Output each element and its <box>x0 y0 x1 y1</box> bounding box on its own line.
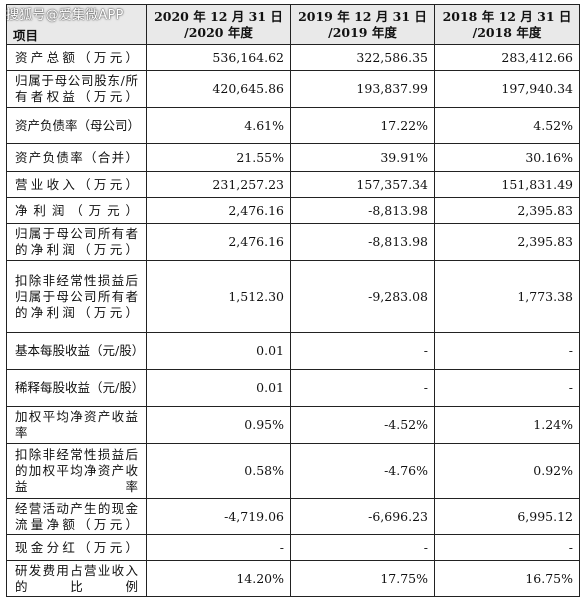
value-2020: 2,476.16 <box>146 223 291 261</box>
value-2018: 151,831.49 <box>434 171 580 198</box>
value-2019: - <box>290 369 435 407</box>
value-2019: 39.91% <box>290 143 435 172</box>
value-2019: -4.76% <box>290 443 435 499</box>
value-2019: 157,357.34 <box>290 171 435 198</box>
row-label: 扣除非经常性损益后归属于母公司所有者的净利润（万元） <box>6 260 147 333</box>
table-row: 经营活动产生的现金流量净额（万元） -4,719.06 -6,696.23 6,… <box>6 498 580 535</box>
table-row: 归属于母公司所有者的净利润（万元） 2,476.16 -8,813.98 2,3… <box>6 223 580 261</box>
header-2020: 2020 年 12 月 31 日 /2020 年度 <box>146 4 291 45</box>
row-label: 现金分红（万元） <box>6 534 147 561</box>
header-2018: 2018 年 12 月 31 日 /2018 年度 <box>434 4 580 45</box>
value-2020: 0.01 <box>146 369 291 407</box>
financial-table: 项目 2020 年 12 月 31 日 /2020 年度 2019 年 12 月… <box>6 4 580 597</box>
value-2018: 16.75% <box>434 560 580 597</box>
value-2019: 17.22% <box>290 107 435 144</box>
value-2018: 197,940.34 <box>434 70 580 108</box>
value-2018: 1,773.38 <box>434 260 580 333</box>
value-2018: 0.92% <box>434 443 580 499</box>
value-2020: 420,645.86 <box>146 70 291 108</box>
row-label: 净利润（万元） <box>6 197 147 224</box>
value-2020: 536,164.62 <box>146 44 291 71</box>
table-row: 营业收入（万元） 231,257.23 157,357.34 151,831.4… <box>6 171 580 198</box>
header-2019-line2: /2019 年度 <box>328 24 397 40</box>
table-row: 扣除非经常性损益后的加权平均净资产收益率 0.58% -4.76% 0.92% <box>6 443 580 499</box>
table-row: 归属于母公司股东/所有者权益（万元） 420,645.86 193,837.99… <box>6 70 580 108</box>
row-label: 归属于母公司所有者的净利润（万元） <box>6 223 147 261</box>
row-label: 资产负债率（合并） <box>6 143 147 172</box>
value-2018: 2,395.83 <box>434 223 580 261</box>
value-2018: - <box>434 369 580 407</box>
row-label: 归属于母公司股东/所有者权益（万元） <box>6 70 147 108</box>
row-label: 稀释每股收益（元/股） <box>6 369 147 407</box>
table-row: 资产总额（万元） 536,164.62 322,586.35 283,412.6… <box>6 44 580 71</box>
value-2020: 21.55% <box>146 143 291 172</box>
value-2019: 193,837.99 <box>290 70 435 108</box>
value-2018: - <box>434 332 580 370</box>
value-2018: - <box>434 534 580 561</box>
value-2020: 231,257.23 <box>146 171 291 198</box>
table-row: 现金分红（万元） - - - <box>6 534 580 561</box>
header-2018-line2: /2018 年度 <box>472 24 542 40</box>
header-2019-line1: 2019 年 12 月 31 日 <box>298 8 427 24</box>
value-2019: -6,696.23 <box>290 498 435 535</box>
table-row: 扣除非经常性损益后归属于母公司所有者的净利润（万元） 1,512.30 -9,2… <box>6 260 580 333</box>
row-label: 加权平均净资产收益率 <box>6 406 147 444</box>
header-2020-line2: /2020 年度 <box>184 24 253 40</box>
value-2019: - <box>290 534 435 561</box>
value-2020: 4.61% <box>146 107 291 144</box>
value-2019: - <box>290 332 435 370</box>
value-2020: 2,476.16 <box>146 197 291 224</box>
header-2020-line1: 2020 年 12 月 31 日 <box>154 8 283 24</box>
row-label: 经营活动产生的现金流量净额（万元） <box>6 498 147 535</box>
value-2020: 0.01 <box>146 332 291 370</box>
value-2018: 283,412.66 <box>434 44 580 71</box>
value-2018: 4.52% <box>434 107 580 144</box>
value-2019: -8,813.98 <box>290 223 435 261</box>
value-2019: 322,586.35 <box>290 44 435 71</box>
value-2019: -9,283.08 <box>290 260 435 333</box>
table-row: 稀释每股收益（元/股） 0.01 - - <box>6 369 580 407</box>
table-row: 加权平均净资产收益率 0.95% -4.52% 1.24% <box>6 406 580 444</box>
value-2020: - <box>146 534 291 561</box>
row-label: 资产总额（万元） <box>6 44 147 71</box>
row-label: 营业收入（万元） <box>6 171 147 198</box>
value-2018: 1.24% <box>434 406 580 444</box>
table-row: 净利润（万元） 2,476.16 -8,813.98 2,395.83 <box>6 197 580 224</box>
header-2018-line1: 2018 年 12 月 31 日 <box>442 8 572 24</box>
table-row: 基本每股收益（元/股） 0.01 - - <box>6 332 580 370</box>
watermark: 搜狐号@爱集微APP <box>6 8 124 23</box>
value-2018: 2,395.83 <box>434 197 580 224</box>
row-label: 研发费用占营业收入的比例 <box>6 560 147 597</box>
header-row: 项目 2020 年 12 月 31 日 /2020 年度 2019 年 12 月… <box>6 4 580 45</box>
value-2020: 14.20% <box>146 560 291 597</box>
table-row: 资产负债率（母公司） 4.61% 17.22% 4.52% <box>6 107 580 144</box>
row-label: 扣除非经常性损益后的加权平均净资产收益率 <box>6 443 147 499</box>
value-2020: 0.58% <box>146 443 291 499</box>
value-2020: 1,512.30 <box>146 260 291 333</box>
table-row: 研发费用占营业收入的比例 14.20% 17.75% 16.75% <box>6 560 580 597</box>
value-2020: 0.95% <box>146 406 291 444</box>
row-label: 资产负债率（母公司） <box>6 107 147 144</box>
value-2019: 17.75% <box>290 560 435 597</box>
row-label: 基本每股收益（元/股） <box>6 332 147 370</box>
value-2018: 30.16% <box>434 143 580 172</box>
header-2019: 2019 年 12 月 31 日 /2019 年度 <box>290 4 435 45</box>
value-2019: -8,813.98 <box>290 197 435 224</box>
value-2019: -4.52% <box>290 406 435 444</box>
value-2018: 6,995.12 <box>434 498 580 535</box>
value-2020: -4,719.06 <box>146 498 291 535</box>
table-row: 资产负债率（合并） 21.55% 39.91% 30.16% <box>6 143 580 172</box>
header-label: 项目 <box>6 4 147 45</box>
